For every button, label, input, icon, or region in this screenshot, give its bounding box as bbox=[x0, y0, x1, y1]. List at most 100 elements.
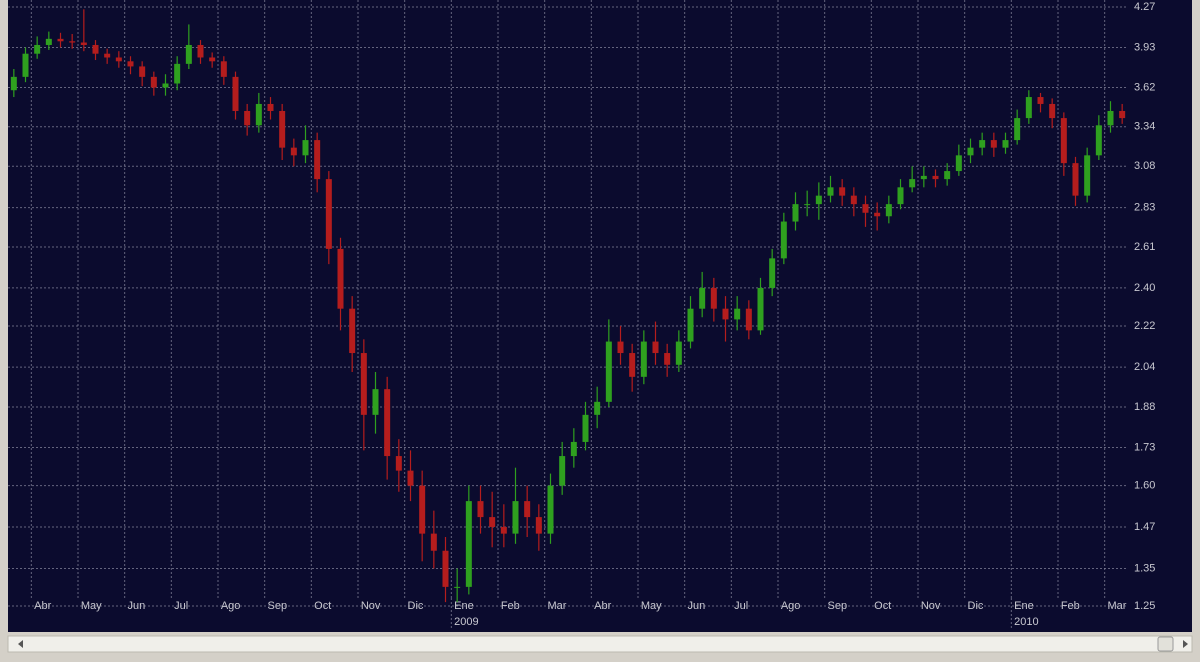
x-tick-label: Jul bbox=[174, 600, 188, 612]
candle-body bbox=[454, 586, 461, 588]
candle-body bbox=[174, 63, 181, 84]
scroll-track[interactable] bbox=[7, 635, 1193, 653]
candle-body bbox=[874, 212, 881, 217]
candle-body bbox=[302, 140, 309, 156]
candle-body bbox=[1107, 110, 1114, 126]
candle-body bbox=[1025, 97, 1032, 119]
candle-body bbox=[734, 308, 741, 320]
candle-body bbox=[92, 44, 99, 54]
candle-body bbox=[1060, 118, 1067, 164]
candle-body bbox=[699, 287, 706, 309]
candle-body bbox=[897, 187, 904, 205]
scrollbar[interactable] bbox=[7, 635, 1193, 653]
candle-body bbox=[617, 341, 624, 354]
candle-body bbox=[314, 140, 321, 180]
candle-body bbox=[990, 140, 997, 148]
candle-body bbox=[395, 456, 402, 471]
candle-body bbox=[349, 308, 356, 354]
y-tick-label: 2.61 bbox=[1134, 241, 1155, 253]
y-tick-label: 1.60 bbox=[1134, 480, 1155, 492]
x-tick-label: Dic bbox=[408, 600, 424, 612]
candle-body bbox=[582, 414, 589, 442]
candle-body bbox=[885, 204, 892, 217]
candle-body bbox=[1084, 155, 1091, 196]
candle-body bbox=[337, 248, 344, 309]
candle-body bbox=[955, 155, 962, 172]
y-tick-label: 4.27 bbox=[1134, 1, 1155, 13]
candle-body bbox=[360, 353, 367, 415]
candle-body bbox=[932, 175, 939, 180]
candle-body bbox=[827, 187, 834, 196]
scroll-left[interactable] bbox=[18, 640, 23, 648]
candle-body bbox=[1072, 163, 1079, 196]
x-tick-label: Abr bbox=[594, 600, 611, 612]
x-tick-label: Ene bbox=[1014, 600, 1034, 612]
x-tick-label: Mar bbox=[548, 600, 567, 612]
plot-background bbox=[8, 0, 1192, 632]
x-tick-label: Feb bbox=[501, 600, 520, 612]
x-tick-label: Ene bbox=[454, 600, 474, 612]
candle-body bbox=[780, 221, 787, 259]
y-tick-label: 1.47 bbox=[1134, 521, 1155, 533]
candle-body bbox=[745, 308, 752, 331]
scroll-right[interactable] bbox=[1183, 640, 1188, 648]
candle-body bbox=[325, 179, 332, 249]
candle-body bbox=[407, 470, 414, 486]
candle-body bbox=[197, 44, 204, 58]
plot: 1.25 1.35 1.47 1.60 1.73 1.88 2.04 2.22 2.40 2.61… bbox=[8, 0, 1155, 630]
candle-body bbox=[1002, 140, 1009, 148]
candle-body bbox=[687, 308, 694, 342]
candle-body bbox=[477, 501, 484, 518]
y-tick-label: 2.40 bbox=[1134, 282, 1155, 294]
candle-body bbox=[279, 110, 286, 148]
candle-body bbox=[664, 353, 671, 365]
candle-body bbox=[675, 341, 682, 365]
candle-body bbox=[430, 533, 437, 551]
y-tick-label: 2.04 bbox=[1134, 361, 1155, 373]
y-tick-label: 1.25 bbox=[1134, 600, 1155, 612]
x-tick-label: Oct bbox=[874, 600, 891, 612]
y-tick-label: 1.88 bbox=[1134, 401, 1155, 413]
candle-body bbox=[290, 147, 297, 156]
y-tick-label: 1.35 bbox=[1134, 562, 1155, 574]
y-tick-label: 2.22 bbox=[1134, 320, 1155, 332]
candle-body bbox=[909, 179, 916, 188]
candle-body bbox=[1095, 125, 1102, 156]
y-tick-label: 3.93 bbox=[1134, 41, 1155, 53]
x-tick-label: Jun bbox=[128, 600, 146, 612]
year-label: 2009 bbox=[454, 616, 478, 628]
candle-body bbox=[1119, 110, 1126, 119]
candle-body bbox=[1049, 103, 1056, 119]
candle-body bbox=[862, 204, 869, 213]
y-tick-label: 1.73 bbox=[1134, 441, 1155, 453]
candle-body bbox=[652, 341, 659, 354]
candle-body bbox=[209, 57, 216, 62]
x-tick-label: Ago bbox=[221, 600, 241, 612]
candle-body bbox=[500, 526, 507, 534]
candle-body bbox=[850, 195, 857, 205]
candle-body bbox=[232, 76, 239, 111]
x-tick-label: Jun bbox=[688, 600, 706, 612]
y-tick-label: 3.62 bbox=[1134, 81, 1155, 93]
candle-body bbox=[45, 38, 52, 45]
scroll-thumb[interactable] bbox=[1157, 636, 1174, 652]
candle-body bbox=[629, 353, 636, 377]
candle-body bbox=[640, 341, 647, 377]
candle-body bbox=[267, 103, 274, 111]
candle-body bbox=[570, 441, 577, 457]
candle-body bbox=[967, 147, 974, 156]
candle-body bbox=[1014, 118, 1021, 141]
x-tick-label: May bbox=[641, 600, 662, 612]
candle-body bbox=[489, 517, 496, 527]
candle-body bbox=[944, 171, 951, 180]
candle-body bbox=[139, 66, 146, 77]
candle-body bbox=[220, 61, 227, 77]
candle-body bbox=[1037, 97, 1044, 104]
candle-body bbox=[115, 57, 122, 62]
candle-body bbox=[605, 341, 612, 402]
candle-body bbox=[465, 501, 472, 587]
candle-body bbox=[244, 110, 251, 126]
candle-body bbox=[185, 44, 192, 64]
candle-body bbox=[80, 42, 87, 45]
